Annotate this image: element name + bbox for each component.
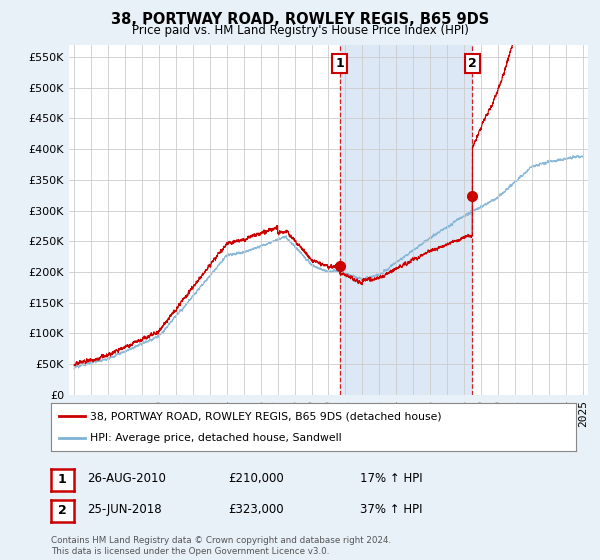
Text: 26-AUG-2010: 26-AUG-2010: [87, 472, 166, 486]
Text: 38, PORTWAY ROAD, ROWLEY REGIS, B65 9DS (detached house): 38, PORTWAY ROAD, ROWLEY REGIS, B65 9DS …: [91, 411, 442, 421]
Text: 1: 1: [335, 57, 344, 70]
Text: 37% ↑ HPI: 37% ↑ HPI: [360, 503, 422, 516]
Text: 2: 2: [468, 57, 477, 70]
Text: £210,000: £210,000: [228, 472, 284, 486]
Text: Contains HM Land Registry data © Crown copyright and database right 2024.
This d: Contains HM Land Registry data © Crown c…: [51, 536, 391, 556]
Text: 38, PORTWAY ROAD, ROWLEY REGIS, B65 9DS: 38, PORTWAY ROAD, ROWLEY REGIS, B65 9DS: [111, 12, 489, 27]
Text: Price paid vs. HM Land Registry's House Price Index (HPI): Price paid vs. HM Land Registry's House …: [131, 24, 469, 37]
Text: 25-JUN-2018: 25-JUN-2018: [87, 503, 161, 516]
Text: 2: 2: [58, 504, 67, 517]
Text: 17% ↑ HPI: 17% ↑ HPI: [360, 472, 422, 486]
Text: £323,000: £323,000: [228, 503, 284, 516]
Text: 1: 1: [58, 473, 67, 487]
Bar: [340, 45, 472, 395]
Text: HPI: Average price, detached house, Sandwell: HPI: Average price, detached house, Sand…: [91, 433, 342, 443]
